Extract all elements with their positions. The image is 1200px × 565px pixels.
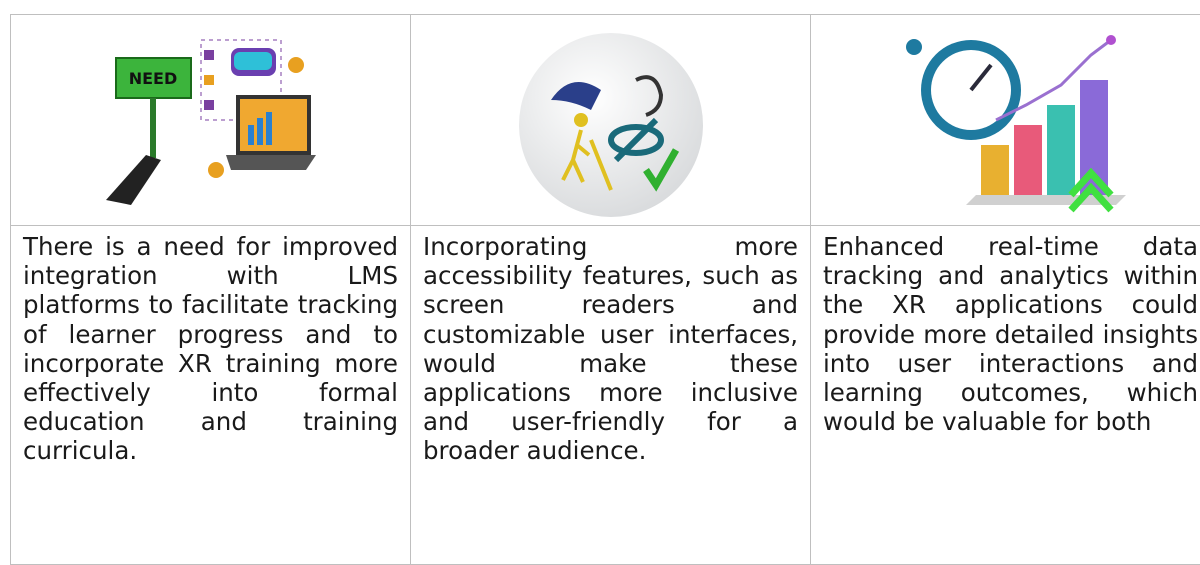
page: NEED There is a need for improved integr… xyxy=(10,14,1200,565)
need-illustration: NEED xyxy=(105,39,316,205)
analytics-illustration xyxy=(905,35,1126,213)
table-cell: There is a need for improved integration… xyxy=(10,225,411,565)
accessibility-illustration xyxy=(518,33,703,217)
sign-text: NEED xyxy=(128,69,177,88)
image-cell xyxy=(410,14,811,226)
image-cell: NEED xyxy=(10,14,411,226)
table-cell: Incorporating more accessibility feature… xyxy=(410,225,811,565)
table-cell: Enhanced real-time data tracking and ana… xyxy=(810,225,1200,565)
image-cell xyxy=(810,14,1200,226)
